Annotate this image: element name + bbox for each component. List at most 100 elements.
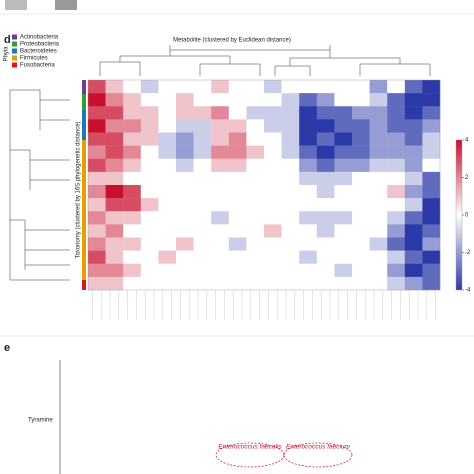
heatmap-cell xyxy=(281,145,300,159)
heatmap-cell xyxy=(88,250,106,264)
heatmap-cell xyxy=(211,171,229,186)
heatmap-cell xyxy=(316,185,335,199)
heatmap-cell xyxy=(387,185,405,199)
heatmap-cell xyxy=(123,80,141,94)
heatmap-cell xyxy=(193,80,212,94)
heatmap-cell xyxy=(193,250,212,264)
heatmap-cell xyxy=(264,132,282,146)
heatmap-cell xyxy=(228,132,247,146)
heatmap-cell xyxy=(123,224,141,238)
heatmap-cell xyxy=(158,250,177,264)
heatmap-cell xyxy=(246,250,265,264)
heatmap-cell xyxy=(422,158,441,173)
heatmap-cell xyxy=(176,132,194,146)
colorbar-tick-label: 0 xyxy=(465,213,469,219)
heatmap-cell xyxy=(246,198,265,212)
heatmap-cell xyxy=(158,171,177,186)
heatmap-cell xyxy=(264,106,282,120)
heatmap-cell xyxy=(140,224,159,238)
heatmap-cell xyxy=(422,263,441,278)
heatmap-cell xyxy=(88,80,106,94)
heatmap-cell xyxy=(422,93,441,107)
heatmap-cell xyxy=(281,276,300,291)
phylum-strip xyxy=(82,80,86,290)
heatmap-cell xyxy=(246,276,265,291)
heatmap-cell xyxy=(334,171,353,186)
heatmap-cell xyxy=(158,263,177,278)
heatmap-cell xyxy=(369,224,388,238)
heatmap-cell xyxy=(352,185,370,199)
heatmap-cell xyxy=(158,132,177,146)
heatmap-cell xyxy=(140,250,159,264)
heatmap-cell xyxy=(158,119,177,133)
heatmap-cell xyxy=(264,250,282,264)
panel-label: d xyxy=(4,34,11,46)
heatmap-cell xyxy=(316,237,335,251)
heatmap-cell xyxy=(334,185,353,199)
legend-label: Actinobacteria xyxy=(20,35,59,41)
heatmap-cell xyxy=(264,198,282,212)
heatmap-cell xyxy=(105,106,124,120)
heatmap-cell xyxy=(123,185,141,199)
cropped-image xyxy=(55,0,77,10)
heatmap-cell xyxy=(281,132,300,146)
heatmap-cell xyxy=(352,211,370,225)
heatmap-cell xyxy=(88,119,106,133)
heatmap-cell xyxy=(193,185,212,199)
heatmap-cell xyxy=(299,119,317,133)
heatmap-cell xyxy=(228,224,247,238)
heatmap-cell xyxy=(404,171,423,186)
heatmap-cell xyxy=(123,237,141,251)
heatmap-cell xyxy=(88,132,106,146)
heatmap-cell xyxy=(228,171,247,186)
heatmap-cell xyxy=(123,263,141,278)
heatmap-cell xyxy=(123,145,141,159)
heatmap-cell xyxy=(352,80,370,94)
heatmap-cell xyxy=(193,171,212,186)
heatmap-cell xyxy=(316,198,335,212)
heatmap-cell xyxy=(387,211,405,225)
heatmap-cell xyxy=(176,158,194,173)
heatmap-cell xyxy=(316,132,335,146)
heatmap-cell xyxy=(211,119,229,133)
heatmap-cell xyxy=(193,158,212,173)
heatmap-cell xyxy=(264,158,282,173)
heatmap-cell xyxy=(334,145,353,159)
heatmap-cell xyxy=(422,119,441,133)
heatmap-cell xyxy=(352,158,370,173)
metabolite-label: Tyramine xyxy=(28,418,53,424)
header-fragments xyxy=(0,0,474,15)
heatmap-cell xyxy=(316,224,335,238)
legend-swatch xyxy=(12,55,17,61)
heatmap-cell xyxy=(299,224,317,238)
heatmap-cell xyxy=(105,80,124,94)
heatmap-cell xyxy=(228,106,247,120)
colorbar-tick-label: 4 xyxy=(465,138,469,144)
heatmap-cell xyxy=(387,132,405,146)
heatmap-cell xyxy=(105,276,124,291)
heatmap-cell xyxy=(281,224,300,238)
heatmap-cell xyxy=(123,106,141,120)
heatmap-cell xyxy=(404,211,423,225)
heatmap-cell xyxy=(281,263,300,278)
heatmap-cell xyxy=(246,237,265,251)
heatmap-cell xyxy=(281,80,300,94)
heatmap-cell xyxy=(211,276,229,291)
heatmap-cell xyxy=(228,198,247,212)
heatmap-cell xyxy=(211,80,229,94)
heatmap-cell xyxy=(299,263,317,278)
heatmap-frame xyxy=(87,79,441,291)
legend-label: Fusobacteria xyxy=(20,63,55,69)
heatmap-cell xyxy=(281,198,300,212)
heatmap-cell xyxy=(158,224,177,238)
heatmap-cell xyxy=(88,224,106,238)
heatmap-cell xyxy=(422,276,441,291)
heatmap-cell xyxy=(299,211,317,225)
legend-label: Firmicutes xyxy=(20,56,48,62)
heatmap-cell xyxy=(176,93,194,107)
colorbar-fill xyxy=(455,139,463,291)
heatmap-cell xyxy=(316,119,335,133)
heatmap-cell xyxy=(316,80,335,94)
heatmap-cell xyxy=(299,132,317,146)
heatmap-cell xyxy=(422,250,441,264)
